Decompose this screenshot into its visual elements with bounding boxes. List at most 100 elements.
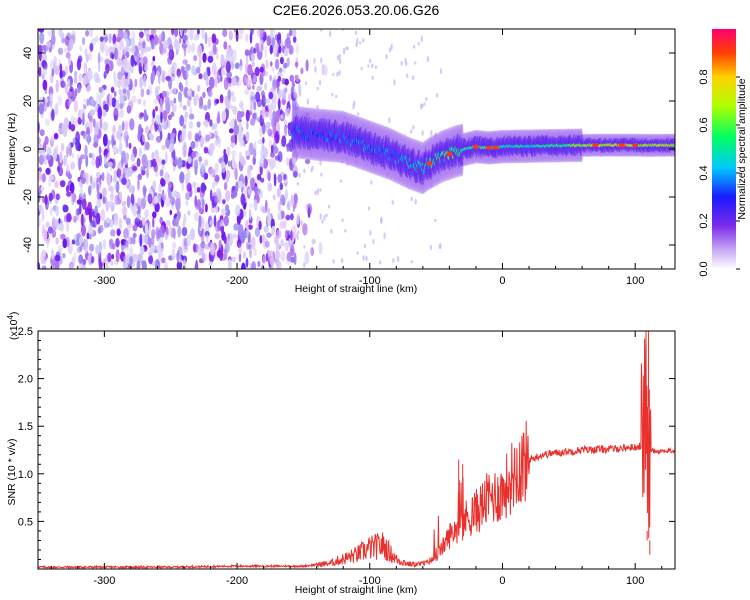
colorbar <box>712 29 736 269</box>
spectrogram-noise-cell <box>277 212 282 221</box>
spectrogram-noise-cell <box>146 168 149 179</box>
snr-x-tick-label: -100 <box>359 575 381 587</box>
spectrogram-noise-cell <box>158 183 162 193</box>
spectrogram-noise-cell <box>108 185 114 192</box>
spectrogram-noise-cell <box>298 90 302 97</box>
spectrogram-noise-cell <box>332 72 335 76</box>
spectrogram-noise-cell <box>151 38 155 50</box>
spectrogram-noise-cell <box>146 34 151 42</box>
spectrogram-noise-cell <box>151 61 155 67</box>
spectrogram-noise-cell <box>189 113 195 120</box>
spectrogram-noise-cell <box>242 251 247 259</box>
spectrogram-noise-cell <box>47 30 53 37</box>
spectrogram-noise-cell <box>253 100 257 111</box>
spectrogram-noise-cell <box>320 29 323 32</box>
spectrogram-noise-cell <box>71 239 76 245</box>
spectrogram-noise-cell <box>295 42 299 56</box>
spectrogram-noise-cell <box>161 192 167 201</box>
spectrogram-noise-cell <box>187 99 191 107</box>
spectrogram-noise-cell <box>314 65 317 73</box>
spectrogram-noise-cell <box>51 108 55 121</box>
spectrogram-noise-cell <box>278 98 281 110</box>
spectrogram-noise-cell <box>176 40 180 53</box>
spectrogram-noise-cell <box>39 31 45 45</box>
spectrogram-noise-cell <box>77 117 82 125</box>
spectrogram-noise-cell <box>105 63 110 74</box>
spectrogram-noise-cell <box>379 260 382 265</box>
spectrogram-noise-cell <box>117 71 123 81</box>
spectrogram-noise-cell <box>270 144 274 154</box>
spectrogram-noise-cell <box>72 192 77 203</box>
spectrogram-noise-cell <box>270 61 273 67</box>
spectrogram-noise-cell <box>291 225 297 233</box>
spectrogram-noise-cell <box>254 227 261 238</box>
spectrogram-noise-cell <box>54 103 59 116</box>
spectrogram-noise-cell <box>198 215 202 229</box>
spectrogram-noise-cell <box>221 67 225 76</box>
spectrogram-noise-cell <box>46 237 49 249</box>
spectrogram-noise-cell <box>224 242 230 254</box>
spectrogram-noise-cell <box>223 77 229 90</box>
spectrogram-noise-cell <box>86 84 92 92</box>
spectrogram-noise-cell <box>215 204 218 214</box>
spectrogram-noise-cell <box>132 204 137 217</box>
spectrogram-noise-cell <box>38 136 41 145</box>
spectrogram-noise-cell <box>405 61 408 67</box>
spectrogram-noise-cell <box>165 75 171 81</box>
spectrogram-noise-cell <box>206 234 209 243</box>
spectrogram-noise-cell <box>277 201 281 212</box>
spectrogram-noise-cell <box>170 132 176 138</box>
spectrogram-noise-cell <box>41 44 47 51</box>
spectrogram-noise-cell <box>219 94 224 104</box>
spectrogram-noise-cell <box>90 256 95 264</box>
spectrogram-noise-cell <box>45 118 50 126</box>
spectrogram-noise-cell <box>101 172 105 182</box>
spectrogram-noise-cell <box>189 29 194 41</box>
spectrogram-noise-cell <box>148 237 152 248</box>
spectrogram-noise-cell <box>178 91 182 103</box>
spectrogram-noise-cell <box>129 118 135 131</box>
spectrogram-noise-cell <box>161 70 166 76</box>
spectrogram-noise-cell <box>296 181 299 186</box>
spectrogram-noise-cell <box>99 36 105 42</box>
spectrogram-noise-cell <box>60 233 66 240</box>
spectrogram-noise-cell <box>116 57 123 67</box>
spectrogram-noise-cell <box>66 191 72 197</box>
spectrogram-noise-cell <box>217 111 221 124</box>
spectrogram-noise-cell <box>245 257 249 268</box>
spectrogram-noise-cell <box>82 112 85 126</box>
spectrogram-noise-cell <box>283 48 289 57</box>
spectrogram-noise-cell <box>283 119 287 127</box>
spectrogram-noise-cell <box>303 168 306 174</box>
spectrogram-noise-cell <box>123 213 127 221</box>
spectrogram-noise-cell <box>38 66 42 77</box>
spectrogram-noise-cell <box>65 52 71 59</box>
spectrogram-noise-cell <box>249 247 252 258</box>
spectrogram-noise-cell <box>51 229 57 238</box>
spectrogram-noise-cell <box>116 37 121 43</box>
spectrogram-noise-cell <box>85 71 89 78</box>
spectrogram-noise-cell <box>226 46 230 59</box>
spectrogram-noise-cell <box>205 203 208 213</box>
spectrogram-noise-cell <box>88 185 92 196</box>
spectrogram-noise-cell <box>363 243 367 249</box>
spectrogram-noise-cell <box>238 181 244 189</box>
spectrogram-noise-cell <box>290 213 294 221</box>
spectrogram-noise-cell <box>181 66 185 73</box>
spectrogram-noise-cell <box>277 75 281 82</box>
spectrogram-noise-cell <box>204 32 208 45</box>
colorbar-tick-label: 0.0 <box>698 261 710 276</box>
spectrogram-noise-cell <box>132 255 136 262</box>
spectrogram-noise-cell <box>186 43 192 54</box>
spectrogram-noise-cell <box>85 154 89 168</box>
spectrogram-noise-cell <box>294 61 299 68</box>
spectrogram-noise-cell <box>421 104 424 108</box>
spectrogram-noise-cell <box>173 87 177 94</box>
spectrogram-noise-cell <box>276 258 280 269</box>
spectrogram-noise-cell <box>79 203 82 215</box>
spectrogram-noise-cell <box>225 169 231 180</box>
spectrogram-noise-cell <box>112 124 116 135</box>
spectrogram-noise-cell <box>41 173 46 183</box>
spectrogram-noise-cell <box>107 252 112 263</box>
spectrogram-noise-cell <box>187 130 192 141</box>
